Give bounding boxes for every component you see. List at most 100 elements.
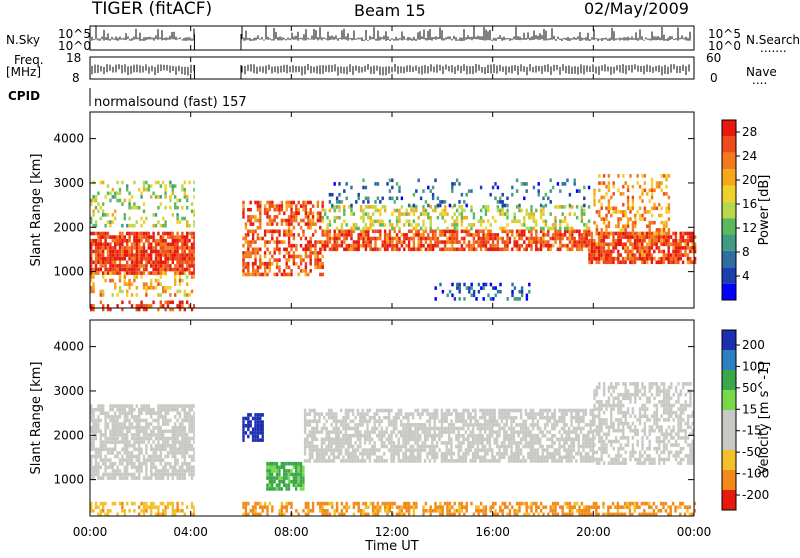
- heat-cell: [290, 269, 292, 273]
- heat-cell: [521, 230, 523, 234]
- heat-cell: [109, 235, 111, 239]
- heat-cell: [542, 237, 544, 241]
- heat-cell: [492, 237, 494, 241]
- heat-cell: [530, 233, 532, 237]
- heat-cell: [140, 408, 142, 412]
- heat-cell: [644, 217, 646, 221]
- heat-cell: [114, 261, 116, 265]
- heat-cell: [252, 215, 254, 219]
- heat-cell: [467, 416, 469, 420]
- heat-cell: [311, 427, 313, 431]
- heat-cell: [658, 250, 660, 254]
- heat-cell: [305, 204, 307, 208]
- heat-cell: [463, 209, 465, 213]
- heat-cell: [427, 248, 429, 252]
- heat-cell: [116, 243, 118, 247]
- heat-cell: [150, 473, 152, 477]
- heat-cell: [622, 214, 624, 218]
- heat-cell: [398, 452, 400, 456]
- heat-cell: [150, 235, 152, 239]
- heat-cell: [338, 244, 340, 248]
- heat-cell: [480, 223, 482, 227]
- heat-cell: [477, 420, 479, 424]
- heat-cell: [547, 227, 549, 231]
- heat-cell: [608, 246, 610, 250]
- heat-cell: [374, 441, 376, 445]
- heat-cell: [506, 416, 508, 420]
- heat-cell: [97, 422, 99, 426]
- heat-cell: [649, 228, 651, 232]
- heat-cell: [266, 469, 268, 473]
- heat-cell: [97, 271, 99, 275]
- heat-cell: [665, 257, 667, 261]
- heat-cell: [557, 230, 559, 234]
- heat-cell: [266, 230, 268, 234]
- heat-cell: [274, 215, 276, 219]
- heat-cell: [516, 220, 518, 224]
- heat-cell: [413, 237, 415, 241]
- heat-cell: [112, 430, 114, 434]
- heat-cell: [157, 422, 159, 426]
- heat-cell: [646, 246, 648, 250]
- heat-cell: [95, 505, 97, 509]
- heat-cell: [494, 220, 496, 224]
- heat-cell: [290, 215, 292, 219]
- heat-cell: [530, 227, 532, 231]
- heat-cell: [569, 212, 571, 216]
- heat-cell: [451, 230, 453, 234]
- heat-cell: [254, 215, 256, 219]
- heat-cell: [148, 437, 150, 441]
- heat-cell: [334, 240, 336, 244]
- heat-cell: [297, 462, 299, 466]
- heat-cell: [109, 404, 111, 408]
- heat-cell: [414, 427, 416, 431]
- heat-cell: [191, 232, 193, 236]
- heat-cell: [121, 253, 123, 257]
- heat-cell: [128, 404, 130, 408]
- heat-cell: [271, 219, 273, 223]
- heat-cell: [257, 219, 259, 223]
- heat-cell: [405, 456, 407, 460]
- heat-cell: [323, 459, 325, 463]
- heat-cell: [264, 230, 266, 234]
- heat-cell: [444, 220, 446, 224]
- heat-cell: [162, 419, 164, 423]
- heat-cell: [467, 448, 469, 452]
- heat-cell: [651, 214, 653, 218]
- heat-cell: [140, 509, 142, 513]
- heat-cell: [143, 509, 145, 513]
- heat-cell: [443, 430, 445, 434]
- heat-cell: [334, 220, 336, 224]
- heat-cell: [653, 243, 655, 247]
- heat-cell: [359, 452, 361, 456]
- heat-cell: [181, 440, 183, 444]
- heat-cell: [104, 261, 106, 265]
- heat-cell: [494, 438, 496, 442]
- heat-cell: [600, 250, 602, 254]
- heat-cell: [521, 237, 523, 241]
- heat-cell: [535, 233, 537, 237]
- heat-cell: [526, 227, 528, 231]
- heat-cell: [665, 225, 667, 229]
- heat-cell: [391, 186, 393, 190]
- heat-cell: [374, 182, 376, 186]
- heat-cell: [559, 248, 561, 252]
- heat-cell: [119, 192, 121, 196]
- heat-cell: [181, 235, 183, 239]
- heat-cell: [169, 448, 171, 452]
- heat-cell: [665, 243, 667, 247]
- heat-cell: [119, 271, 121, 275]
- heat-cell: [378, 438, 380, 442]
- heat-cell: [126, 451, 128, 455]
- heat-cell: [160, 184, 162, 188]
- heat-cell: [169, 419, 171, 423]
- heat-cell: [453, 452, 455, 456]
- heat-cell: [624, 261, 626, 265]
- heat-cell: [348, 205, 350, 209]
- heat-cell: [152, 224, 154, 228]
- heat-cell: [408, 220, 410, 224]
- heat-cell: [143, 184, 145, 188]
- heat-cell: [506, 412, 508, 416]
- heat-cell: [104, 422, 106, 426]
- heat-cell: [494, 420, 496, 424]
